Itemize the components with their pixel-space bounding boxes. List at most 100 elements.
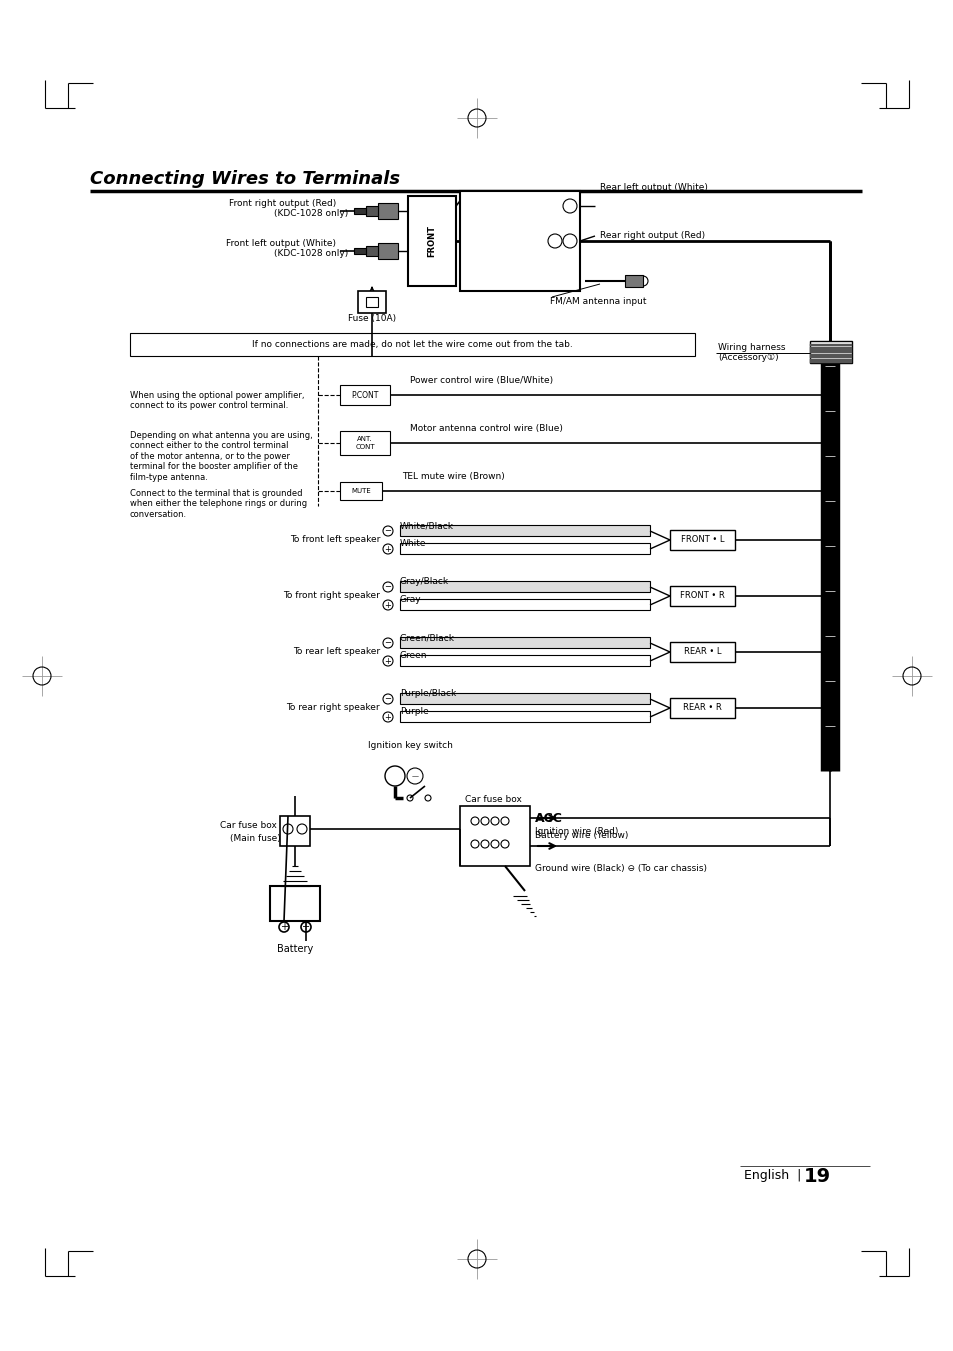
Text: To rear left speaker: To rear left speaker <box>293 647 379 657</box>
Text: REAR • R: REAR • R <box>682 704 721 712</box>
Bar <box>809 357 851 358</box>
Bar <box>357 290 386 313</box>
Bar <box>354 208 366 213</box>
Text: −: − <box>384 527 391 535</box>
Bar <box>366 246 377 255</box>
Text: Connect to the terminal that is grounded
when either the telephone rings or duri: Connect to the terminal that is grounded… <box>130 489 307 519</box>
Text: MUTE: MUTE <box>351 488 371 494</box>
Text: Ignition key switch: Ignition key switch <box>368 742 453 751</box>
Text: Connecting Wires to Terminals: Connecting Wires to Terminals <box>90 170 399 188</box>
Bar <box>399 526 649 536</box>
Bar <box>459 190 579 290</box>
Bar <box>408 196 456 286</box>
Text: −: − <box>301 921 310 932</box>
Text: REAR • L: REAR • L <box>683 647 720 657</box>
Text: +: + <box>280 921 288 932</box>
Text: Green/Black: Green/Black <box>399 634 455 643</box>
Bar <box>809 358 851 361</box>
Text: (Accessory①): (Accessory①) <box>718 354 778 362</box>
Bar <box>809 349 851 351</box>
Bar <box>399 711 649 721</box>
Bar <box>809 340 851 363</box>
Bar <box>339 482 381 500</box>
Text: To front left speaker: To front left speaker <box>290 535 379 544</box>
Bar <box>377 243 397 259</box>
Text: −: − <box>384 582 391 592</box>
Text: Rear left output (White): Rear left output (White) <box>599 184 707 192</box>
Bar <box>366 205 377 216</box>
Text: If no connections are made, do not let the wire come out from the tab.: If no connections are made, do not let t… <box>252 340 572 349</box>
Text: When using the optional power amplifier,
connect to its power control terminal.: When using the optional power amplifier,… <box>130 390 304 411</box>
Text: Ground wire (Black) ⊖ (To car chassis): Ground wire (Black) ⊖ (To car chassis) <box>535 863 706 873</box>
Bar <box>339 431 390 455</box>
Bar <box>669 586 734 607</box>
Text: +: + <box>384 544 391 554</box>
Bar <box>366 297 377 307</box>
Bar <box>354 249 366 254</box>
Text: +: + <box>384 657 391 666</box>
Text: Ignition wire (Red): Ignition wire (Red) <box>535 827 618 835</box>
Text: (KDC-1028 only): (KDC-1028 only) <box>274 250 348 258</box>
Text: English  |: English | <box>743 1170 808 1182</box>
Text: Green: Green <box>399 651 427 661</box>
Text: White/Black: White/Black <box>399 521 454 531</box>
Text: ANT.: ANT. <box>356 436 373 442</box>
Text: To rear right speaker: To rear right speaker <box>286 704 379 712</box>
Bar <box>624 276 642 286</box>
Text: Car fuse box: Car fuse box <box>464 796 521 804</box>
Bar <box>669 698 734 717</box>
Text: —: — <box>411 773 418 780</box>
Bar <box>399 638 649 648</box>
Text: −: − <box>384 639 391 647</box>
Bar <box>339 385 390 405</box>
Text: P.CONT: P.CONT <box>351 390 378 400</box>
Text: FRONT • R: FRONT • R <box>679 592 724 600</box>
Bar <box>399 581 649 592</box>
Bar <box>669 530 734 550</box>
Text: Purple: Purple <box>399 708 428 716</box>
Bar <box>377 203 397 219</box>
Text: FM/AM antenna input: FM/AM antenna input <box>550 296 646 305</box>
Bar <box>399 655 649 666</box>
Text: Fuse (10A): Fuse (10A) <box>348 315 395 323</box>
Circle shape <box>385 766 405 786</box>
Bar <box>459 807 530 866</box>
Bar <box>280 816 310 846</box>
Text: Wiring harness: Wiring harness <box>718 343 784 351</box>
Bar <box>809 347 851 349</box>
Text: ACC: ACC <box>535 812 562 824</box>
Text: Gray/Black: Gray/Black <box>399 577 449 586</box>
Text: Power control wire (Blue/White): Power control wire (Blue/White) <box>410 377 553 385</box>
Text: +: + <box>384 712 391 721</box>
Text: (KDC-1028 only): (KDC-1028 only) <box>274 209 348 219</box>
Bar <box>809 354 851 355</box>
Text: Battery: Battery <box>276 944 313 954</box>
Bar <box>809 361 851 363</box>
Text: +: + <box>384 600 391 609</box>
Bar <box>399 543 649 554</box>
Text: Car fuse box: Car fuse box <box>220 821 276 831</box>
Circle shape <box>407 767 422 784</box>
Bar <box>809 351 851 354</box>
Text: Gray: Gray <box>399 596 421 604</box>
Text: FRONT • L: FRONT • L <box>680 535 723 544</box>
Text: 19: 19 <box>803 1166 830 1185</box>
Text: White: White <box>399 539 426 549</box>
Text: Front left output (White): Front left output (White) <box>226 239 335 247</box>
Bar <box>399 598 649 611</box>
Text: Battery wire (Yellow): Battery wire (Yellow) <box>535 831 628 840</box>
Bar <box>130 332 695 357</box>
Text: Purple/Black: Purple/Black <box>399 689 456 698</box>
Text: −: − <box>384 694 391 704</box>
Text: TEL mute wire (Brown): TEL mute wire (Brown) <box>401 473 504 481</box>
Text: FRONT: FRONT <box>427 226 436 257</box>
Bar <box>270 886 319 921</box>
Text: Front right output (Red): Front right output (Red) <box>229 199 335 208</box>
Text: (Main fuse): (Main fuse) <box>230 834 280 843</box>
Bar <box>669 642 734 662</box>
Text: Depending on what antenna you are using,
connect either to the control terminal
: Depending on what antenna you are using,… <box>130 431 313 481</box>
Text: CONT: CONT <box>355 444 375 450</box>
Bar <box>809 345 851 346</box>
Text: Motor antenna control wire (Blue): Motor antenna control wire (Blue) <box>410 424 562 434</box>
Text: Rear right output (Red): Rear right output (Red) <box>599 231 704 240</box>
